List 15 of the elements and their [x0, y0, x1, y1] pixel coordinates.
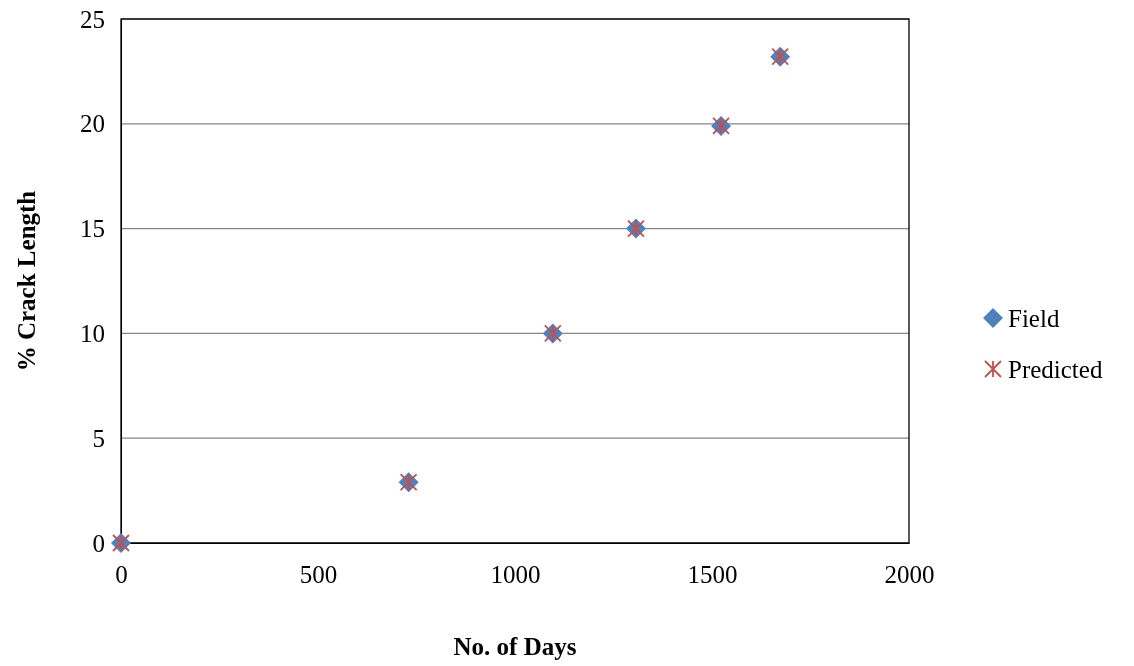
x-tick-label: 0 — [115, 560, 128, 588]
y-tick-label: 0 — [92, 529, 105, 557]
y-tick-label: 25 — [80, 5, 105, 33]
y-tick-label: 10 — [80, 319, 105, 347]
y-tick-label: 20 — [80, 110, 105, 138]
y-tick-label: 5 — [92, 424, 105, 452]
x-tick-label: 1500 — [687, 560, 738, 588]
y-axis-title: % Crack Length — [13, 190, 40, 372]
y-tick-label: 15 — [80, 215, 105, 243]
x-tick-label: 2000 — [884, 560, 935, 588]
x-axis-title: No. of Days — [453, 633, 577, 660]
legend-label: Predicted — [1008, 356, 1103, 383]
x-tick-label: 1000 — [490, 560, 541, 588]
x-tick-label: 500 — [299, 560, 338, 588]
legend-label: Field — [1008, 305, 1060, 332]
